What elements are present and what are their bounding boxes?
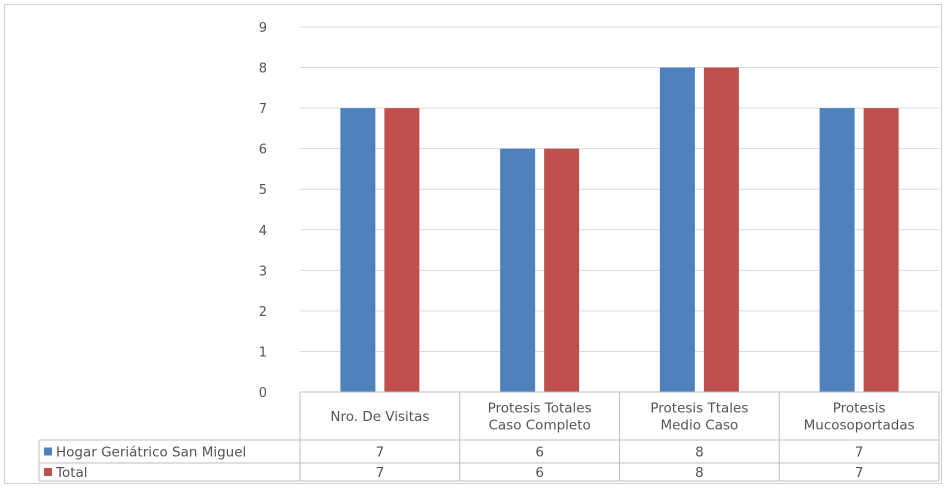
- bar-chart: 0 1 2 3 4 5 6 7 8 9 Nro. De Visitas Protesis Total…: [38, 21, 940, 482]
- y-tick-label: 2: [259, 305, 267, 320]
- legend-label: Total: [55, 465, 88, 481]
- y-tick-label: 4: [259, 224, 267, 239]
- y-tick-label: 3: [259, 264, 267, 279]
- data-label: 7: [855, 445, 864, 461]
- bar-total-2: [703, 67, 739, 393]
- data-label: 8: [695, 445, 704, 461]
- bar-hogar-1: [500, 148, 536, 392]
- bar-hogar-2: [659, 67, 695, 393]
- x-category-label: Mucosoportadas: [804, 418, 915, 434]
- data-label: 7: [376, 445, 385, 461]
- x-category-label: Caso Completo: [488, 418, 590, 434]
- bar-hogar-3: [819, 108, 855, 392]
- y-tick-label: 5: [259, 183, 267, 198]
- bar-total-0: [384, 108, 420, 392]
- legend-label: Hogar Geriátrico San Miguel: [56, 445, 246, 461]
- x-category-label: Protesis Ttales: [650, 401, 748, 417]
- bars: [340, 67, 899, 393]
- legend-key-hogar: [44, 447, 52, 456]
- y-tick-label: 8: [259, 62, 267, 77]
- chart-frame: 0 1 2 3 4 5 6 7 8 9 Nro. De Visitas Protesis Total…: [4, 4, 942, 484]
- x-category-label: Protesis Totales: [488, 401, 592, 417]
- data-label: 7: [855, 465, 864, 481]
- x-category-label: Medio Caso: [660, 418, 738, 434]
- data-label: 7: [376, 465, 385, 481]
- y-axis-labels: 0 1 2 3 4 5 6 7 8 9: [259, 21, 267, 401]
- x-category-label: Nro. De Visitas: [330, 409, 429, 425]
- bar-hogar-0: [340, 108, 376, 392]
- y-tick-label: 6: [259, 143, 267, 158]
- x-category-label: Protesis: [833, 401, 886, 417]
- data-label: 6: [535, 445, 544, 461]
- bar-total-3: [863, 108, 899, 392]
- y-tick-label: 7: [259, 102, 267, 117]
- bar-total-1: [544, 148, 580, 392]
- legend-key-total: [44, 468, 52, 476]
- y-tick-label: 9: [259, 21, 267, 36]
- data-label: 6: [535, 465, 544, 481]
- data-label: 8: [695, 465, 704, 481]
- y-tick-label: 0: [259, 386, 267, 401]
- y-tick-label: 1: [259, 345, 267, 360]
